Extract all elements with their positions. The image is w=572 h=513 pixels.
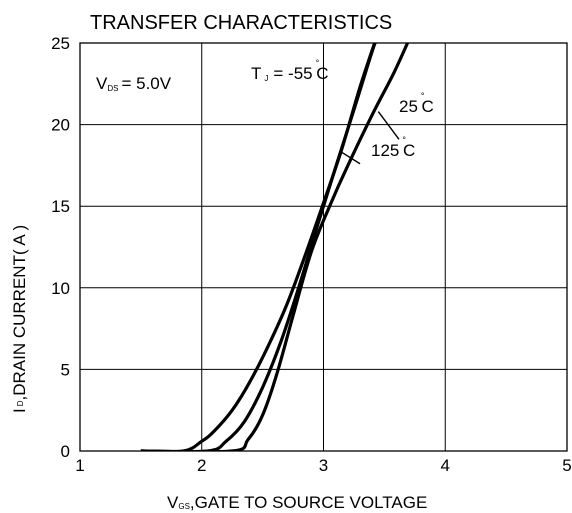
y-tick-label: 25 (51, 34, 70, 53)
series-curves (140, 43, 410, 451)
y-tick-label: 20 (51, 116, 70, 135)
x-tick-label: 2 (197, 456, 206, 475)
chart-title: TRANSFER CHARACTERISTICS (90, 12, 392, 34)
x-tick-label: 5 (562, 456, 571, 475)
y-tick-label: 15 (51, 197, 70, 216)
plot-grid (80, 43, 567, 451)
plot-frame (79, 42, 568, 452)
x-tick-label: 4 (441, 456, 450, 475)
x-tick-labels: 1 2 3 4 5 (75, 456, 571, 475)
y-tick-label: 5 (61, 360, 70, 379)
series-line-1 (140, 43, 377, 451)
series-line-2 (140, 43, 377, 451)
label-leader-lines (341, 111, 400, 165)
y-tick-labels: 0 5 10 15 20 25 (51, 34, 70, 461)
t25-annotation: 25° C (399, 91, 434, 116)
y-tick-label: 0 (61, 442, 70, 461)
series-line-3 (140, 43, 410, 451)
y-tick-label: 10 (51, 279, 70, 298)
leader-line-t25 (377, 111, 400, 140)
vds-annotation: VDS = 5.0V (96, 74, 172, 93)
leader-line-t125 (341, 151, 361, 165)
tj-annotation: T J = -55° C (251, 58, 329, 83)
x-tick-label: 3 (319, 456, 328, 475)
t125-annotation: 125° C (371, 135, 415, 160)
x-tick-label: 1 (75, 456, 84, 475)
x-axis-label: VGS,GATE TO SOURCE VOLTAGE (167, 493, 427, 512)
y-axis-label: ID,DRAIN CURRENT( A ) (10, 225, 29, 413)
